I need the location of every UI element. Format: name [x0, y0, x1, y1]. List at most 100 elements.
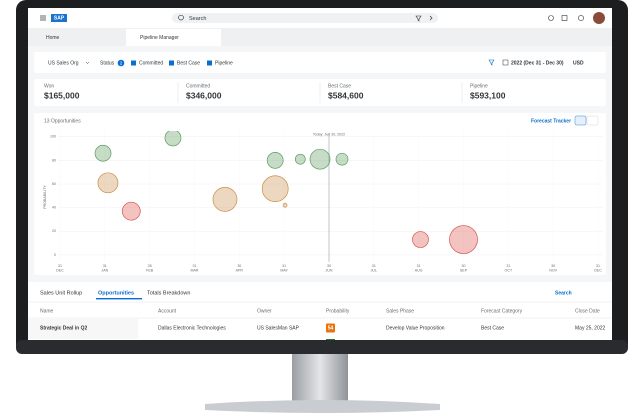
chat-icon[interactable] [561, 15, 568, 21]
view-toggle[interactable] [586, 115, 599, 126]
bubble[interactable] [335, 152, 349, 166]
bubble[interactable] [266, 152, 284, 169]
bubble[interactable] [449, 225, 478, 254]
status-count: 2 [120, 60, 123, 65]
kpi-value: $346,000 [186, 90, 222, 100]
y-axis-label: PROBABILITY [43, 185, 47, 209]
help-icon[interactable] [578, 15, 584, 21]
view-toggle[interactable] [574, 115, 587, 126]
probability-badge [326, 323, 335, 333]
search-placeholder: Search [189, 16, 206, 22]
logo-text: SAP [54, 16, 65, 22]
kpi-value: $584,600 [328, 90, 364, 100]
tab-underline [96, 298, 142, 300]
logo[interactable] [51, 14, 67, 22]
x-tick-label: 30 APR [236, 264, 244, 273]
stand-neck [292, 350, 348, 402]
column-header: Name [40, 308, 54, 314]
status-badge [117, 59, 125, 67]
table: Sales Unit Rollup Opportunities Totals Bre… [28, 290, 612, 340]
x-tick-label: 30 JUN [326, 264, 333, 273]
checkbox[interactable] [207, 60, 212, 66]
row-highlight [28, 319, 138, 339]
tab-home[interactable]: Home [46, 35, 60, 41]
cell: 54 [328, 326, 334, 332]
today-annotation: Today: Jun 30, 2022 [313, 132, 345, 136]
dropdown-icon [85, 61, 90, 64]
filter-bar [34, 52, 606, 73]
bubble[interactable] [282, 202, 288, 208]
kpi-value: $165,000 [44, 90, 80, 100]
y-tick-label: 60 [52, 182, 56, 186]
column-header: Probability [326, 308, 350, 314]
menu-icon[interactable] [40, 15, 46, 21]
column-header: Account [158, 308, 177, 314]
sales-org[interactable]: US Sales Org [48, 60, 79, 66]
filter-icon[interactable] [488, 59, 495, 66]
checkbox[interactable] [169, 60, 174, 66]
y-tick-label: 20 [52, 229, 56, 233]
bubble[interactable] [97, 172, 119, 194]
x-tick-label: 31 JAN [101, 264, 108, 273]
avatar[interactable] [593, 12, 605, 24]
active-tab[interactable] [126, 29, 221, 46]
table-tab[interactable]: Opportunities [98, 290, 134, 296]
calendar-icon [502, 59, 509, 66]
chart-title: 13 Opportunities [44, 118, 81, 124]
toggle-link[interactable]: Forecast Tracker [531, 118, 571, 124]
x-tick-label: 31 DEC [594, 264, 602, 273]
column-header: Close Date [575, 308, 600, 314]
bubble[interactable] [261, 175, 289, 203]
tab-bar [28, 28, 612, 46]
period[interactable]: 2022 (Dec 31 - Dec 30) [511, 60, 564, 66]
bubble[interactable] [121, 201, 141, 221]
cell: May 25, 2022 [575, 325, 606, 331]
y-tick-label: 0 [54, 253, 56, 257]
cell: US SalesMan SAP [257, 325, 300, 331]
x-tick-label: 31 MAY [280, 264, 288, 273]
status-label: Status [100, 60, 115, 66]
checkbox-label[interactable]: Committed [139, 60, 163, 66]
bubble[interactable] [212, 187, 238, 212]
bubble[interactable] [294, 153, 306, 165]
kpi-label: Committed [186, 83, 210, 89]
filter-icon[interactable] [415, 15, 422, 22]
y-tick-label: 100 [50, 135, 56, 139]
chevron[interactable] [429, 15, 433, 21]
checkbox-label[interactable]: Pipeline [215, 60, 233, 66]
bubble[interactable] [164, 130, 182, 147]
search-icon [178, 14, 184, 21]
x-tick-label: 30 SEP [460, 264, 468, 273]
bubble[interactable] [309, 148, 331, 170]
bell-icon[interactable] [548, 15, 554, 21]
bubble[interactable] [94, 144, 112, 162]
kpi-group: Won$165,000 Committed$346,000 Best Case$58… [44, 82, 506, 103]
cell: Develop Value Proposition [386, 325, 445, 331]
bezel-chin [16, 340, 628, 354]
checkbox-label[interactable]: Best Case [177, 60, 200, 66]
search-field[interactable] [172, 13, 438, 23]
cell: Dallas Electronic Technologies [158, 325, 226, 331]
kpi-label: Pipeline [470, 83, 488, 89]
kpi-value: $593,100 [470, 90, 506, 100]
kpi-label: Won [44, 83, 54, 89]
stand-base [205, 400, 440, 413]
column-header: Owner [257, 308, 272, 314]
x-tick-label: 31 AUG [415, 264, 423, 273]
table-tab[interactable]: Totals Breakdown [147, 290, 190, 296]
plot-area [94, 130, 478, 254]
x-tick-label: 31 OCT [505, 264, 513, 273]
y-tick-label: 80 [52, 158, 56, 162]
screen: SAP Search Home Pipeline Manager US Sale… [28, 8, 612, 340]
bubble[interactable] [412, 231, 429, 248]
table-tab[interactable]: Sales Unit Rollup [40, 290, 82, 296]
table-search[interactable]: Search [555, 290, 572, 296]
cell[interactable]: Strategic Deal in Q2 [40, 325, 87, 331]
x-tick-label: 28 FEB [146, 264, 154, 273]
x-tick-label: 31 DEC [56, 264, 64, 273]
checkbox[interactable] [131, 60, 136, 66]
x-tick-label: 30 NOV [549, 264, 557, 273]
currency[interactable]: USD [573, 60, 584, 66]
tab-pipeline[interactable]: Pipeline Manager [140, 35, 179, 41]
